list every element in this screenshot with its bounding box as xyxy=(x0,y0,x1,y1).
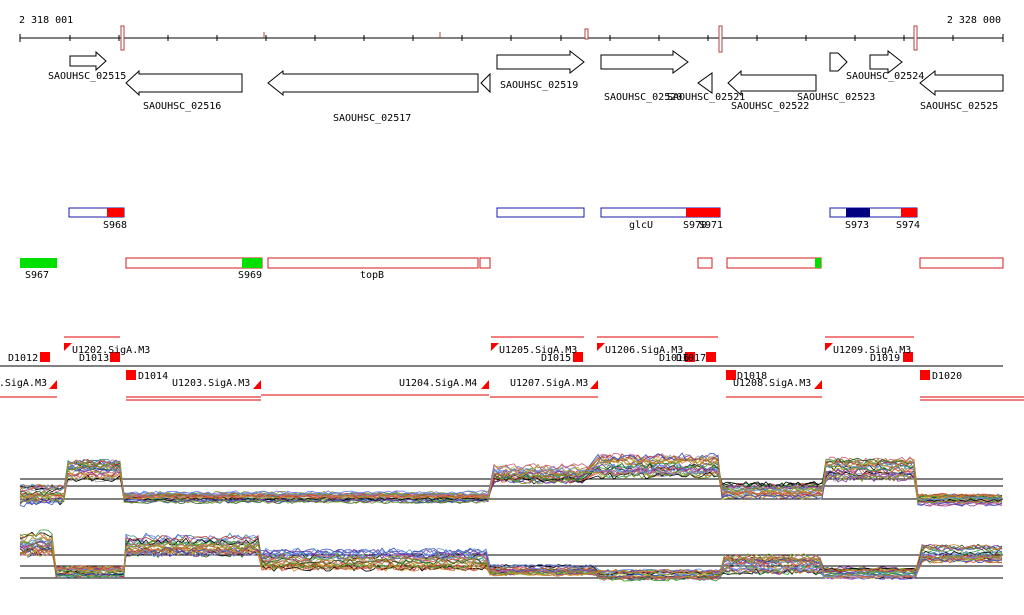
gene-arrow-02517[interactable] xyxy=(267,69,479,97)
gene-arrow-02521[interactable] xyxy=(697,72,713,94)
terminator-label-d1017: D1017 xyxy=(676,353,706,364)
ruler-end-label: 2 328 000 xyxy=(947,15,1001,26)
gene-arrow-02520[interactable] xyxy=(600,50,689,74)
promoter-label-left: .SigA.M3 xyxy=(0,378,47,389)
promoter-label-u1207: U1207.SigA.M3 xyxy=(510,378,588,389)
promoter-label-u1209: U1209.SigA.M3 xyxy=(833,345,911,356)
forward-feature-track: S968 glcU S970 S971 S973 S974 xyxy=(68,207,920,231)
feature-label-s974: S974 xyxy=(896,220,920,231)
gene-arrow-02515[interactable] xyxy=(69,50,107,72)
feature-box-rev-1[interactable] xyxy=(726,257,822,269)
promoter-flags-forward xyxy=(64,343,833,351)
terminator-blocks xyxy=(40,352,930,380)
feature-fill-rev-1 xyxy=(815,258,821,268)
feature-label-s967: S967 xyxy=(25,270,49,281)
gene-arrow-02524[interactable] xyxy=(869,49,903,75)
feature-box-topb[interactable] xyxy=(267,257,479,269)
feature-label-s973: S973 xyxy=(845,220,869,231)
ruler-highlight-marks xyxy=(120,25,918,53)
feature-box-small-1[interactable] xyxy=(479,257,491,269)
promoter-label-u1206: U1206.SigA.M3 xyxy=(605,345,683,356)
promoter-label-u1204: U1204.SigA.M4 xyxy=(399,378,477,389)
feature-box-small-2[interactable] xyxy=(697,257,713,269)
gene-label-02516: SAOUHSC_02516 xyxy=(143,101,221,112)
gene-label-02515: SAOUHSC_02515 xyxy=(48,71,126,82)
terminator-label-d1018: D1018 xyxy=(737,371,767,382)
gene-labels: SAOUHSC_02515 SAOUHSC_02516 SAOUHSC_0251… xyxy=(48,71,998,124)
transcription-unit-track: U1202.SigA.M3 U1205.SigA.M3 U1206.SigA.M… xyxy=(0,336,1024,401)
expression-trace xyxy=(19,452,1003,506)
expression-trace xyxy=(19,532,1003,580)
expression-trace xyxy=(19,533,1003,577)
expression-trace xyxy=(20,541,1003,580)
gene-arrow-02523[interactable] xyxy=(829,52,848,72)
feature-label-s969: S969 xyxy=(238,270,262,281)
terminator-label-d1012: D1012 xyxy=(8,353,38,364)
feature-fill-s969 xyxy=(242,258,262,268)
feature-fill-s973 xyxy=(846,208,870,217)
promoter-label-u1203: U1203.SigA.M3 xyxy=(172,378,250,389)
ruler-ticks xyxy=(19,34,1004,42)
gene-arrow-02517-tip xyxy=(480,72,491,94)
feature-label-s971: S971 xyxy=(699,220,723,231)
gene-label-02524: SAOUHSC_02524 xyxy=(846,71,924,82)
expression-trace xyxy=(19,457,1003,500)
promoter-flags-reverse xyxy=(49,380,822,389)
gene-track xyxy=(69,49,1004,97)
expression-trace xyxy=(19,541,1003,576)
feature-box-rev-2[interactable] xyxy=(919,257,1004,269)
promoter-label-u1205: U1205.SigA.M3 xyxy=(499,345,577,356)
gene-label-02522: SAOUHSC_02522 xyxy=(731,101,809,112)
feature-box-unnamed[interactable] xyxy=(496,207,585,218)
expression-profiles-reverse xyxy=(19,529,1003,582)
expression-trace xyxy=(19,459,1003,504)
gene-arrow-02519[interactable] xyxy=(496,49,585,75)
gene-label-02520: SAOUHSC_02520 xyxy=(604,92,682,103)
expression-trace xyxy=(19,453,1003,499)
feature-label-s970: S970 xyxy=(683,220,707,231)
feature-fill-s970 xyxy=(686,208,720,217)
terminator-label-d1014: D1014 xyxy=(138,371,168,382)
gene-label-02523: SAOUHSC_02523 xyxy=(797,92,875,103)
feature-fill-s968 xyxy=(107,208,124,217)
feature-box-s969[interactable] xyxy=(125,257,263,269)
expression-trace xyxy=(19,540,1003,576)
expression-trace xyxy=(19,467,1003,505)
feature-fill-s967[interactable] xyxy=(20,258,57,268)
terminator-label-d1020: D1020 xyxy=(932,371,962,382)
gene-arrow-02525[interactable] xyxy=(919,69,1004,97)
tu-segment-lines xyxy=(0,336,1024,401)
terminator-label-d1013: D1013 xyxy=(79,353,109,364)
coordinate-ruler: 2 318 001 2 328 000 xyxy=(19,15,1004,53)
terminator-label-d1016: D1016 xyxy=(659,353,689,364)
expression-trace xyxy=(19,539,1003,578)
gene-label-02517: SAOUHSC_02517 xyxy=(333,113,411,124)
promoter-label-u1202: U1202.SigA.M3 xyxy=(72,345,150,356)
gene-arrow-02516[interactable] xyxy=(125,69,243,97)
expression-trace xyxy=(19,534,1003,578)
terminator-label-d1015: D1015 xyxy=(541,353,571,364)
expression-trace xyxy=(19,459,1003,506)
feature-label-topb: topB xyxy=(360,270,384,281)
reverse-feature-track: S967 S969 topB xyxy=(20,257,1004,281)
feature-label-s968: S968 xyxy=(103,220,127,231)
expression-trace xyxy=(19,544,1003,579)
gene-label-02519: SAOUHSC_02519 xyxy=(500,80,578,91)
feature-fill-s974 xyxy=(901,208,917,217)
expression-profiles-forward xyxy=(19,452,1003,508)
terminator-label-d1019: D1019 xyxy=(870,353,900,364)
gene-arrow-02522[interactable] xyxy=(727,69,817,97)
ruler-start-label: 2 318 001 xyxy=(19,15,73,26)
promoter-label-u1208: U1208.SigA.M3 xyxy=(733,378,811,389)
expression-trace xyxy=(19,462,1003,501)
gene-label-02521: SAOUHSC_02521 xyxy=(667,92,745,103)
feature-label-glcu: glcU xyxy=(629,220,653,231)
gene-label-02525: SAOUHSC_02525 xyxy=(920,101,998,112)
